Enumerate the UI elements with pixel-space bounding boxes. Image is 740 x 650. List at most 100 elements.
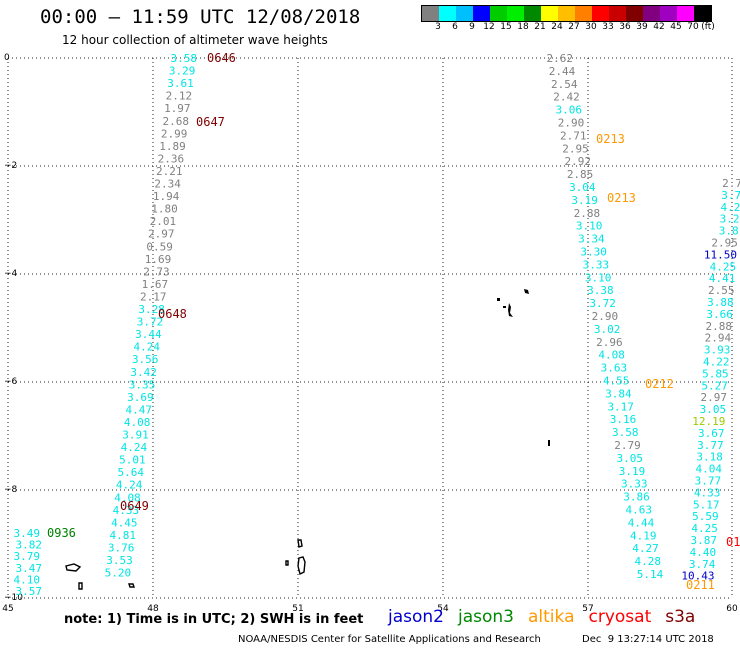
wave-height-value: 4.24 xyxy=(121,441,148,454)
color-scale-swatch xyxy=(524,6,541,21)
wave-height-value: 2.92 xyxy=(565,155,592,168)
wave-height-value: 3.72 xyxy=(589,297,616,310)
longitude-tick-label: 54 xyxy=(437,604,449,614)
wave-height-value: 3.57 xyxy=(16,585,43,598)
wave-height-value: 4.24 xyxy=(116,479,143,492)
wave-height-value: 4.04 xyxy=(696,463,723,476)
wave-height-value: 10.43 xyxy=(681,570,714,583)
wave-height-value: 2.34 xyxy=(154,178,181,191)
wave-height-value: 5.14 xyxy=(637,568,664,581)
wave-height-value: 4.24 xyxy=(134,341,161,354)
wave-height-value: 3.18 xyxy=(696,451,723,464)
latitude-tick-label: −6 xyxy=(4,377,18,387)
color-scale-bar xyxy=(421,5,712,22)
wave-height-value: 2.96 xyxy=(596,336,623,349)
wave-height-value: 3.30 xyxy=(580,246,607,259)
color-scale-label: 27 xyxy=(568,22,580,32)
island-coastline xyxy=(548,440,550,446)
color-scale-swatch xyxy=(609,6,626,21)
wave-height-value: 2.79 xyxy=(614,439,641,452)
page-title: 00:00 – 11:59 UTC 12/08/2018 xyxy=(40,6,361,28)
island-coastline xyxy=(497,289,529,317)
wave-height-value: 3.44 xyxy=(135,328,162,341)
island-coastline xyxy=(285,539,306,576)
timestamp-text: Dec 9 13:27:14 UTC 2018 xyxy=(582,634,714,645)
wave-height-value: 4.40 xyxy=(690,546,717,559)
wave-height-value: 4.28 xyxy=(635,555,662,568)
color-scale-label: 45 xyxy=(670,22,682,32)
wave-height-value: 3.2 xyxy=(720,213,740,226)
wave-height-value: 3.58 xyxy=(612,426,639,439)
latitude-tick-label: −2 xyxy=(4,161,17,171)
color-scale-label: 18 xyxy=(517,22,529,32)
wave-height-value: 3.06 xyxy=(556,104,583,117)
wave-height-value: 5.64 xyxy=(117,466,144,479)
latitude-tick-label: −10 xyxy=(4,593,23,603)
longitude-tick-label: 60 xyxy=(726,604,738,614)
wave-height-value: 5.85 xyxy=(702,367,729,380)
wave-height-value: 4.2 xyxy=(720,201,740,214)
legend-entry-jason3: jason3 xyxy=(458,607,514,627)
axis-labels: 45 48 51 54 57 60 0 −2 −4 −6 −8 −10 xyxy=(2,53,738,614)
color-scale-swatch xyxy=(456,6,473,21)
wave-height-value: 3.77 xyxy=(695,475,722,488)
latitude-tick-label: −8 xyxy=(4,485,18,495)
wave-height-value: 4.44 xyxy=(628,516,655,529)
wave-height-value: 3.35 xyxy=(129,378,156,391)
island-coastline xyxy=(65,563,135,590)
wave-height-value: 2.88 xyxy=(574,207,601,220)
wave-height-value: 2.90 xyxy=(558,117,585,130)
color-scale-swatch xyxy=(694,6,711,21)
wave-height-value: 3.63 xyxy=(601,362,628,375)
color-scale-label: 70 xyxy=(687,22,699,32)
color-scale-swatch xyxy=(541,6,558,21)
wave-height-value: 2.7 xyxy=(722,177,740,190)
wave-height-value: 5.59 xyxy=(692,510,719,523)
wave-height-value: 3.05 xyxy=(700,403,727,416)
wave-height-value: 3.33 xyxy=(621,478,648,491)
wave-height-value: 1.94 xyxy=(153,190,180,203)
longitude-tick-label: 45 xyxy=(2,604,13,614)
wave-height-value: 3.49 xyxy=(14,527,41,540)
color-scale-swatch xyxy=(626,6,643,21)
wave-height-value: 4.55 xyxy=(603,375,630,388)
wave-height-value: 3.93 xyxy=(704,344,731,357)
wave-height-value: 3.58 xyxy=(171,52,198,65)
wave-height-value: 4.08 xyxy=(124,416,151,429)
wave-height-value: 5.20 xyxy=(105,567,132,580)
wave-height-value: 2.68 xyxy=(162,115,189,128)
color-scale-swatch xyxy=(422,6,439,21)
wave-height-value: 0.59 xyxy=(146,240,173,253)
color-scale-label: 6 xyxy=(452,22,458,32)
wave-height-value: 1.80 xyxy=(151,203,178,216)
color-scale-label: 30 xyxy=(585,22,597,32)
wave-height-value: 4.33 xyxy=(694,486,721,499)
wave-height-value: 3.17 xyxy=(607,400,634,413)
wave-height-value: 3.19 xyxy=(619,465,646,478)
wave-height-value: 4.63 xyxy=(626,504,653,517)
track-time-label: 0211 xyxy=(686,578,715,592)
wave-height-value: 4.27 xyxy=(632,542,659,555)
wave-height-value: 2.44 xyxy=(549,65,576,78)
wave-height-value: 3.88 xyxy=(707,296,734,309)
longitude-tick-label: 51 xyxy=(292,604,303,614)
islands xyxy=(65,289,550,590)
color-scale-swatch xyxy=(660,6,677,21)
color-scale-swatch xyxy=(439,6,456,21)
wave-height-value: 4.08 xyxy=(598,349,625,362)
page-subtitle: 12 hour collection of altimeter wave hei… xyxy=(62,33,328,47)
wave-height-value: 3.10 xyxy=(585,271,612,284)
wave-height-value: 3.16 xyxy=(610,413,637,426)
wave-height-value: 3.67 xyxy=(698,427,725,440)
wave-height-value: 3.04 xyxy=(569,181,596,194)
wave-height-value: 2.55 xyxy=(708,284,735,297)
wave-height-value: 5.27 xyxy=(701,379,728,392)
wave-height-value: 3.79 xyxy=(14,550,41,563)
wave-height-value: 3.76 xyxy=(108,541,135,554)
color-scale-label: 21 xyxy=(534,22,546,32)
wave-height-value: 3.56 xyxy=(132,353,159,366)
wave-height-value: 4.25 xyxy=(691,522,718,535)
wave-height-value: 2.90 xyxy=(592,310,619,323)
wave-height-value: 4.41 xyxy=(709,272,736,285)
